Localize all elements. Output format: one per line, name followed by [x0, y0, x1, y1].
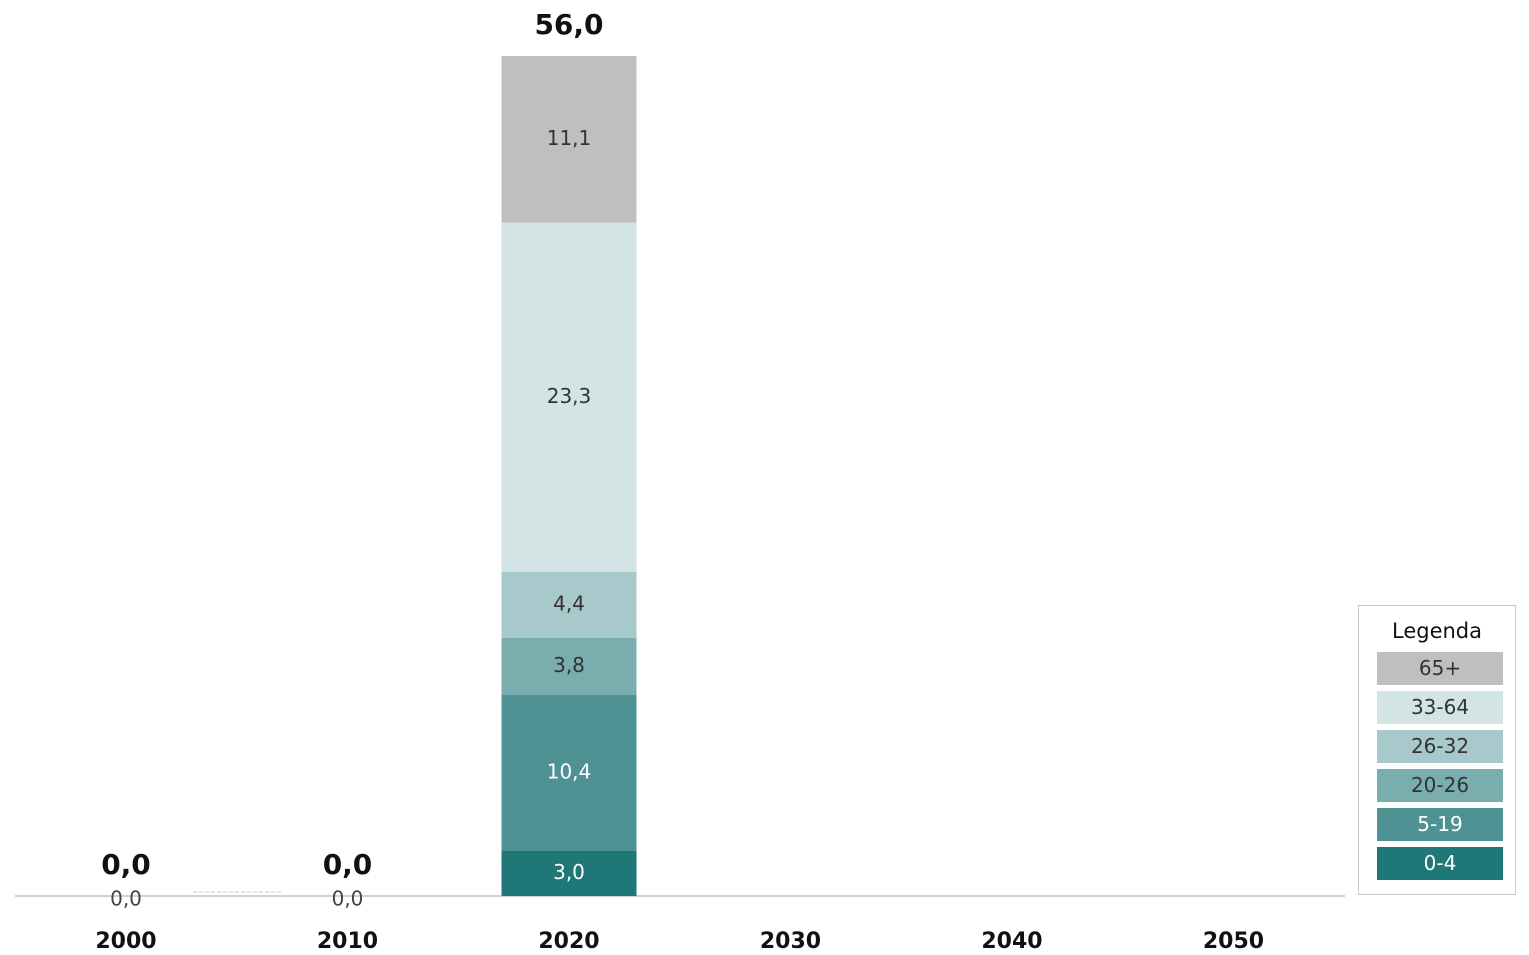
- segment-label-2020-65+: 11,1: [547, 126, 592, 150]
- segment-label-2020-0-4: 3,0: [553, 860, 585, 884]
- legend-item-65+: 65+: [1377, 652, 1503, 685]
- total-label-2020: 56,0: [534, 8, 603, 41]
- legend: Legenda 65+ 33-64 26-32 20-26 5-19 0-4: [1358, 605, 1516, 895]
- x-tick-2020: 2020: [538, 929, 599, 954]
- legend-item-0-4: 0-4: [1377, 847, 1503, 880]
- x-tick-2040: 2040: [981, 929, 1042, 954]
- total-label-2010: 0,0: [323, 848, 373, 881]
- segment-label-2020-33-64: 23,3: [547, 384, 592, 408]
- x-tick-2030: 2030: [760, 929, 821, 954]
- segment-label-2020-5-19: 10,4: [547, 760, 592, 784]
- x-tick-2050: 2050: [1203, 929, 1264, 954]
- legend-item-33-64: 33-64: [1377, 691, 1503, 724]
- bar-segment-2020-65+: [501, 56, 637, 223]
- segment-label-2010-0-4: 0,0: [332, 887, 364, 911]
- segment-label-2000-0-4: 0,0: [110, 887, 142, 911]
- x-tick-2000: 2000: [95, 929, 156, 954]
- bars-group: 0,0 0,0 0,0 0,0 3,0 10,4 3,8 4,4 23,3 11,1 56,0: [101, 8, 637, 911]
- legend-item-20-26: 20-26: [1377, 769, 1503, 802]
- bar-segment-2020-26-32: [501, 572, 637, 638]
- bar-segment-2020-0-4: [501, 851, 637, 896]
- bar-segment-2020-5-19: [501, 695, 637, 851]
- segment-label-2020-20-26: 3,8: [553, 653, 585, 677]
- legend-item-5-19: 5-19: [1377, 808, 1503, 841]
- segment-label-2020-26-32: 4,4: [553, 592, 585, 616]
- legend-item-26-32: 26-32: [1377, 730, 1503, 763]
- bar-segment-2020-20-26: [501, 638, 637, 695]
- legend-items: 65+ 33-64 26-32 20-26 5-19 0-4: [1377, 652, 1503, 886]
- total-label-2000: 0,0: [101, 848, 151, 881]
- legend-title: Legenda: [1391, 619, 1482, 643]
- x-tick-2010: 2010: [317, 929, 378, 954]
- bar-segment-2020-33-64: [501, 222, 637, 572]
- x-tick-labels: 2000 2010 2020 2030 2040 2050: [95, 929, 1264, 954]
